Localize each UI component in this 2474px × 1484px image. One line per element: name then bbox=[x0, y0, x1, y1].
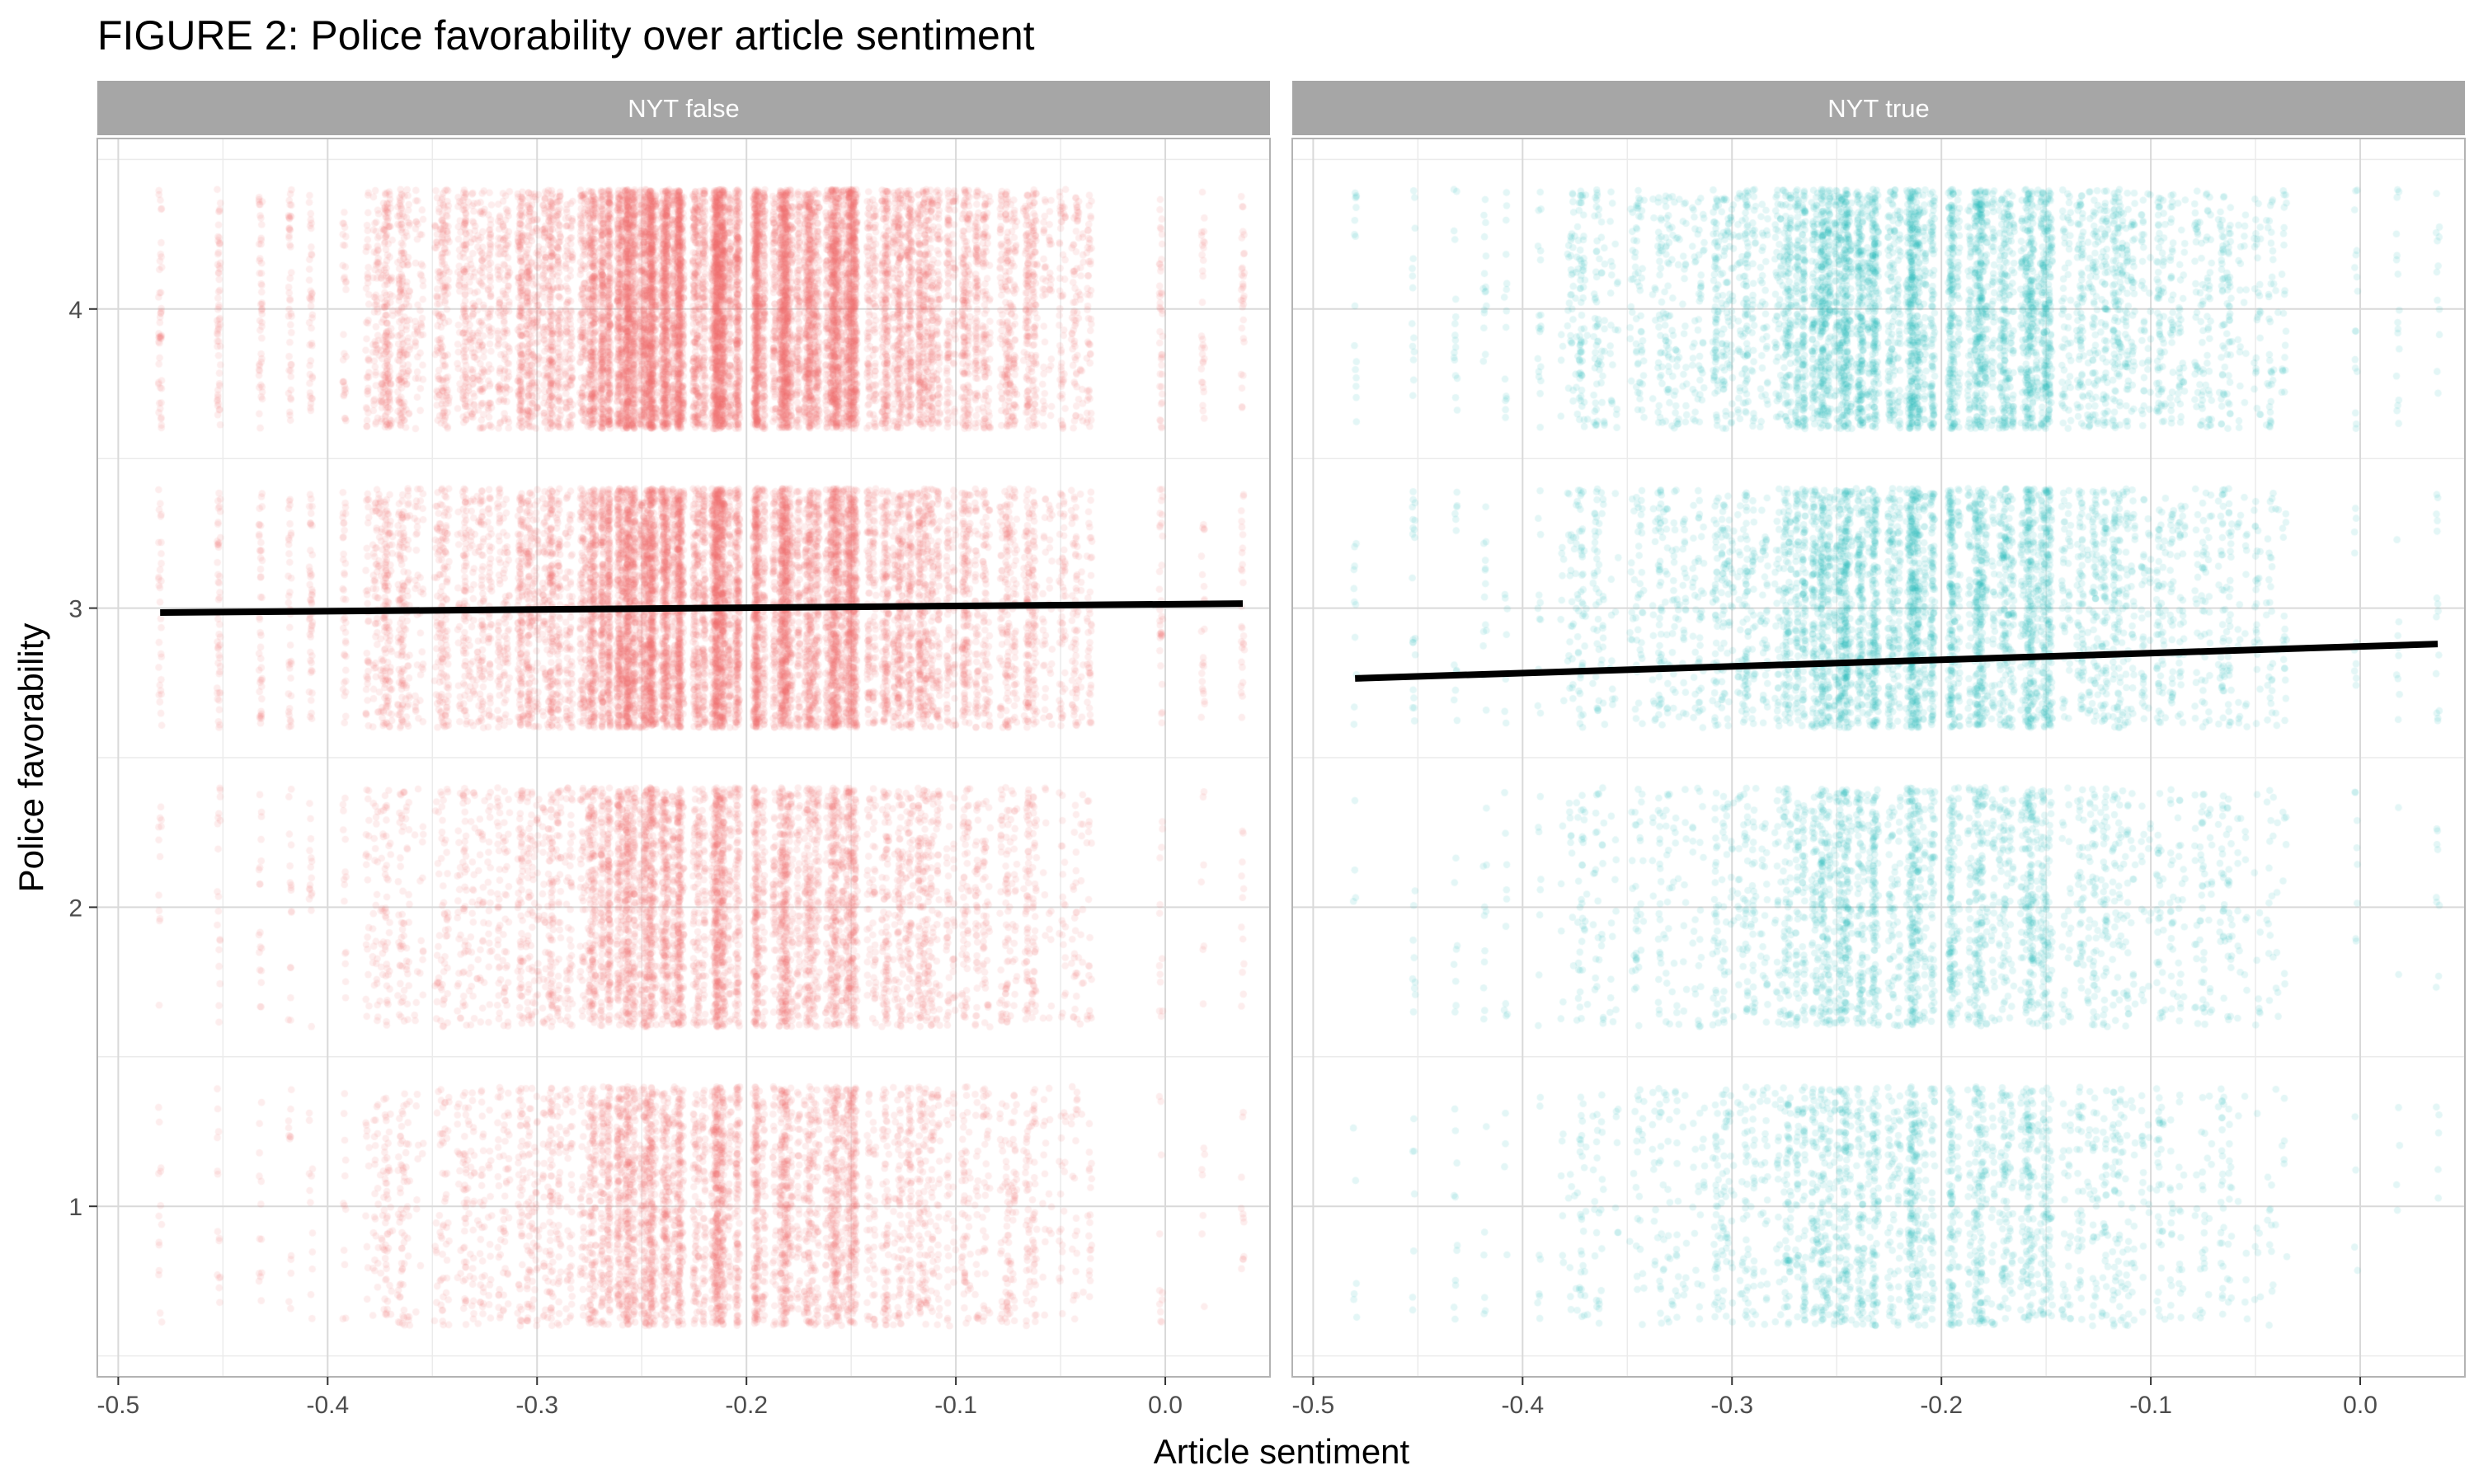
panel-strip bbox=[97, 81, 1270, 135]
y-tick-label: 3 bbox=[68, 596, 82, 623]
x-tick-label: -0.5 bbox=[97, 1392, 140, 1419]
panel-nyt-false: NYT false -0.5 -0.4 -0.3 -0.2 -0.1 0.0 bbox=[96, 81, 1271, 1419]
y-axis-title: Police favorability bbox=[12, 623, 50, 893]
panel-strip bbox=[1292, 81, 2465, 135]
x-tick-label: -0.3 bbox=[515, 1392, 558, 1419]
fit-line bbox=[160, 600, 1244, 617]
x-tick-label: -0.1 bbox=[2129, 1392, 2172, 1419]
regression-line bbox=[1355, 641, 2439, 682]
chart-title: FIGURE 2: Police favorability over artic… bbox=[97, 12, 1035, 59]
y-tick-label: 4 bbox=[68, 297, 82, 324]
x-tick-label: -0.2 bbox=[1920, 1392, 1963, 1419]
x-axis-ticks: -0.5 -0.4 -0.3 -0.2 -0.1 0.0 bbox=[97, 1377, 1183, 1419]
x-tick-label: -0.2 bbox=[725, 1392, 768, 1419]
x-axis-title: Article sentiment bbox=[1154, 1432, 1410, 1471]
x-tick-label: -0.3 bbox=[1710, 1392, 1753, 1419]
scatter-points bbox=[97, 139, 1270, 1377]
panel-border bbox=[96, 138, 1271, 1378]
x-tick-label: -0.4 bbox=[1501, 1392, 1544, 1419]
panel-border bbox=[1291, 138, 2466, 1378]
y-tick-label: 1 bbox=[68, 1194, 82, 1221]
panel-nyt-true: NYT true -0.5 -0.4 -0.3 -0.2 -0.1 0.0 bbox=[1291, 81, 2466, 1419]
x-tick-label: -0.4 bbox=[306, 1392, 349, 1419]
x-axis-ticks: -0.5 -0.4 -0.3 -0.2 -0.1 0.0 bbox=[1292, 1377, 2378, 1419]
y-tick-label: 2 bbox=[68, 895, 82, 922]
regression-line bbox=[160, 600, 1244, 617]
x-tick-label: 0.0 bbox=[1148, 1392, 1183, 1419]
x-tick-label: -0.5 bbox=[1292, 1392, 1335, 1419]
panel-strip-label: NYT false bbox=[628, 94, 740, 123]
panel-strip-label: NYT true bbox=[1827, 94, 1929, 123]
y-axis-ticks: 1 2 3 4 bbox=[68, 297, 97, 1221]
fit-line bbox=[1355, 641, 2439, 682]
scatter-points bbox=[1292, 139, 2465, 1377]
x-tick-label: 0.0 bbox=[2343, 1392, 2378, 1419]
x-tick-label: -0.1 bbox=[934, 1392, 977, 1419]
